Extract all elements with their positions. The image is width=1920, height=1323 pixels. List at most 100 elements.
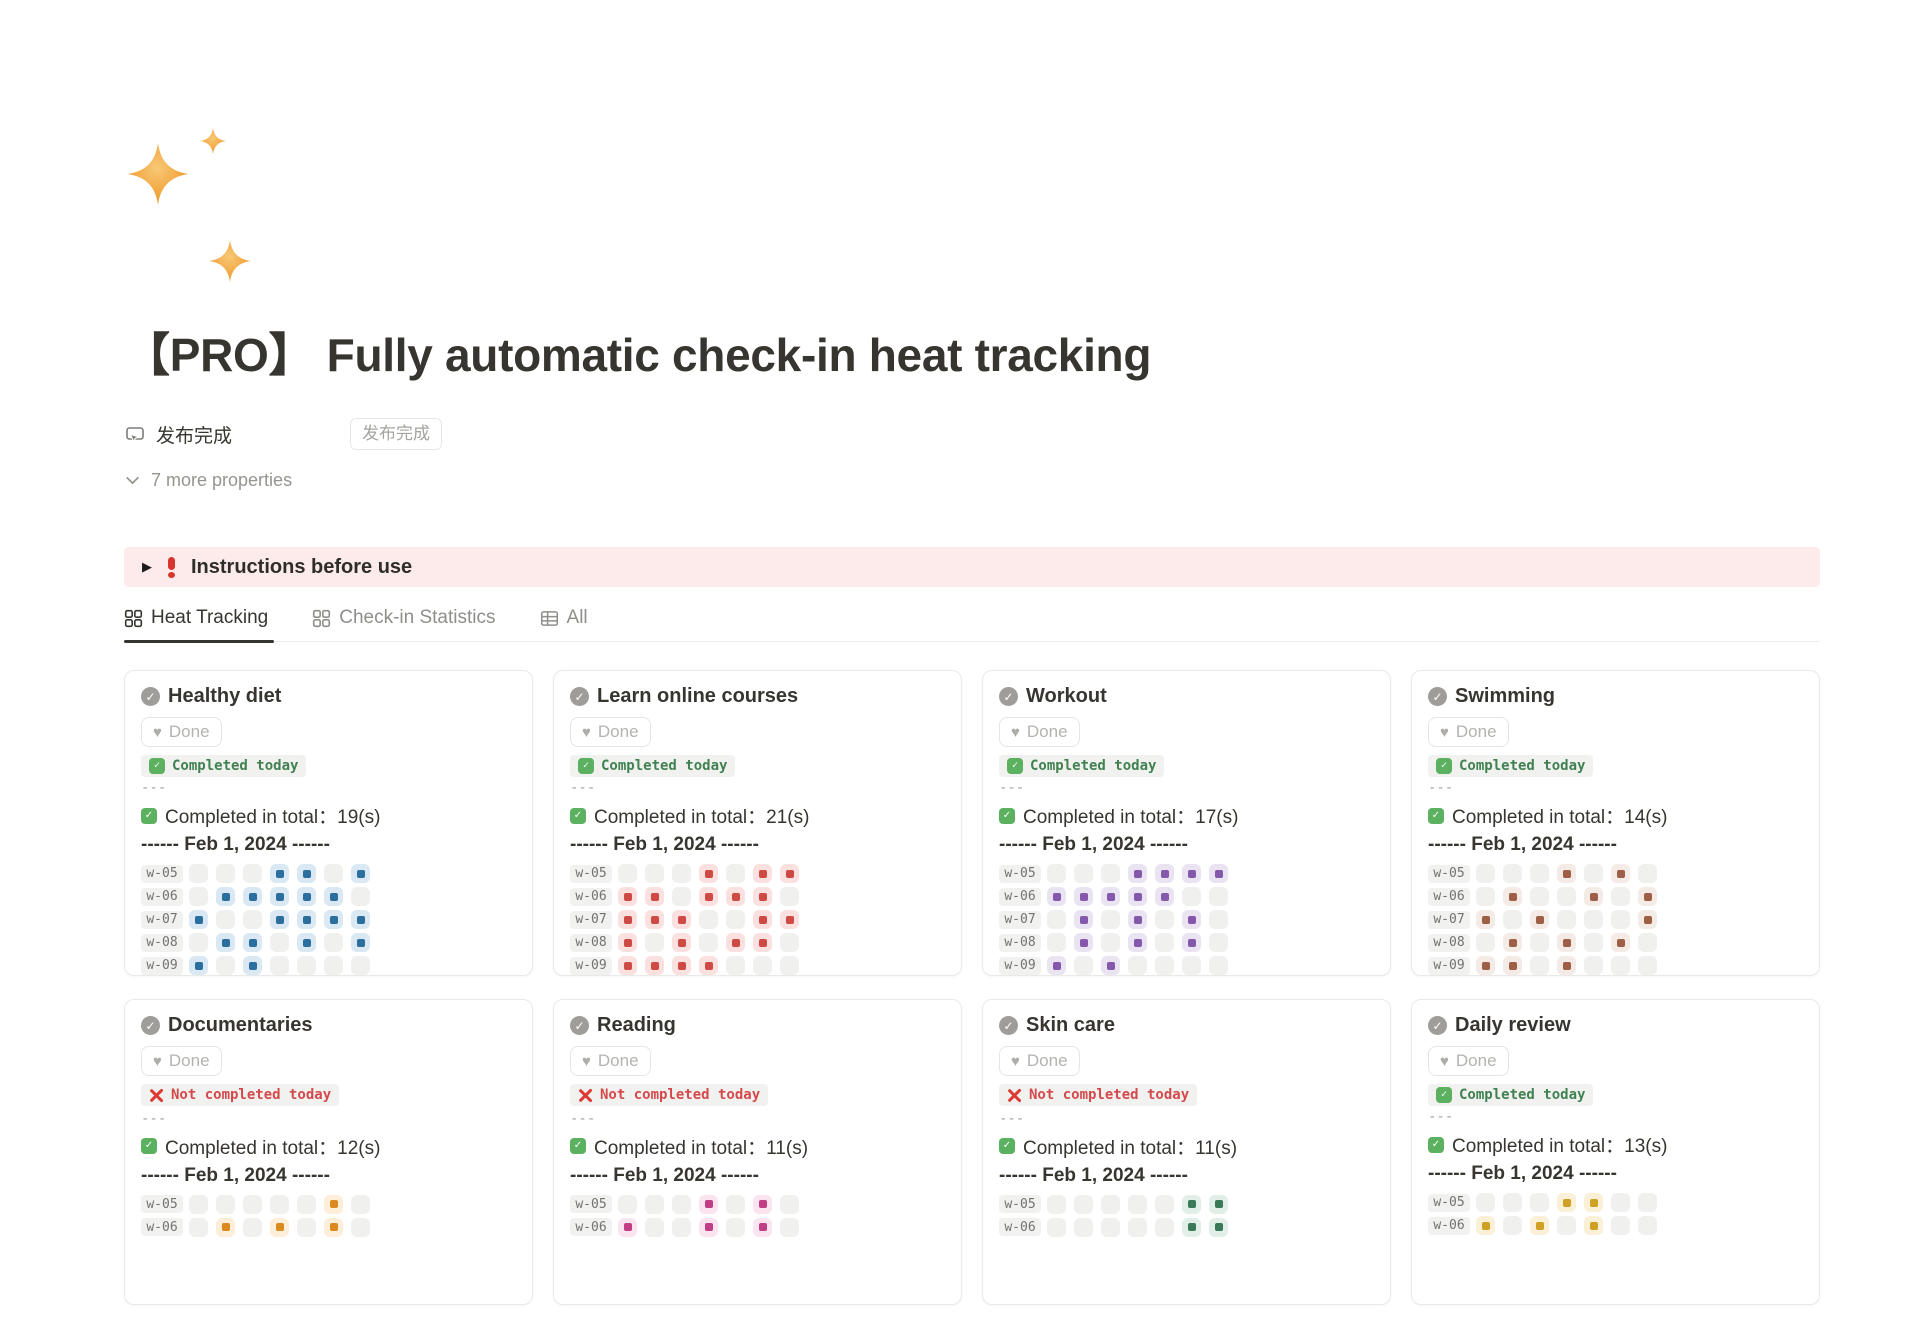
instructions-callout[interactable]: ▶ Instructions before use [124, 547, 1820, 588]
heat-cell [1530, 1193, 1549, 1213]
property-value-button[interactable]: 发布完成 [350, 418, 442, 451]
week-label: w-06 [999, 1218, 1041, 1237]
week-label: w-06 [570, 1218, 612, 1237]
more-properties-label: 7 more properties [151, 469, 293, 490]
green-check-icon: ✓ [149, 758, 165, 775]
heat-cell [1155, 1217, 1174, 1237]
heat-cell [216, 1217, 235, 1237]
check-circle-icon: ✓ [141, 687, 160, 707]
heat-cell [1101, 956, 1120, 976]
heat-cell [1638, 933, 1657, 953]
heat-cell [780, 956, 799, 976]
more-properties-toggle[interactable]: 7 more properties [124, 467, 1820, 493]
heat-cell [1128, 1217, 1147, 1237]
week-label: w-07 [999, 910, 1041, 929]
week-label: w-05 [570, 1195, 612, 1214]
green-check-icon: ✓ [999, 807, 1015, 824]
done-label: Done [1026, 722, 1068, 742]
week-cells [1047, 910, 1236, 930]
week-cells [189, 933, 378, 953]
card-title: Skin care [1026, 1014, 1115, 1037]
habit-card[interactable]: ✓ Reading ♥ Done ✓ Not completed today -… [553, 999, 962, 1306]
heat-cell [726, 910, 745, 930]
heat-cell [780, 887, 799, 907]
heat-grid: w-05 w-06 [999, 1194, 1374, 1237]
heat-cell [726, 1217, 745, 1237]
done-label: Done [168, 722, 210, 742]
heat-cell [324, 956, 343, 976]
heat-cell [1530, 933, 1549, 953]
heat-cell [324, 933, 343, 953]
heatmap-week-row: w-05 [570, 1194, 945, 1214]
heatmap-week-row: w-06 [570, 887, 945, 907]
heat-cell [618, 933, 637, 953]
tab-label: Heat Tracking [151, 607, 269, 629]
property-name-cell[interactable]: 发布完成 [124, 421, 350, 448]
page-icon-sparkles[interactable] [124, 124, 274, 296]
view-tab-heat-tracking[interactable]: Heat Tracking [124, 601, 282, 644]
heat-cell [1209, 910, 1228, 930]
status-badge-text: Completed today [1459, 758, 1586, 775]
heat-cell [1182, 887, 1201, 907]
heat-cell [297, 1194, 316, 1214]
heat-cell [1101, 864, 1120, 884]
page-title[interactable]: 【PRO】 Fully automatic check-in heat trac… [124, 329, 1152, 381]
heat-grid: w-05 w-06 w-07 w-08 w-09 [570, 864, 945, 976]
week-cells [1047, 887, 1236, 907]
week-label: w-07 [570, 910, 612, 929]
heat-cell [324, 910, 343, 930]
heat-cell [270, 1217, 289, 1237]
week-label: w-09 [999, 956, 1041, 975]
done-label: Done [597, 1051, 639, 1071]
view-tab-all[interactable]: All [540, 601, 602, 641]
status-badge: ✓ Completed today [1428, 1084, 1594, 1107]
heatmap-week-row: w-09 [1428, 956, 1803, 976]
property-row[interactable]: 发布完成 发布完成 [124, 418, 1820, 451]
heat-cell [1611, 864, 1630, 884]
red-exclamation-icon [168, 556, 175, 578]
heart-icon: ♥ [582, 723, 591, 741]
habit-cards-grid: ✓ Healthy diet ♥ Done ✓ Completed today … [124, 670, 1820, 1306]
habit-card[interactable]: ✓ Daily review ♥ Done ✓ Completed today … [1411, 999, 1820, 1306]
habit-card[interactable]: ✓ Workout ♥ Done ✓ Completed today --- ✓… [982, 670, 1391, 977]
habit-card[interactable]: ✓ Swimming ♥ Done ✓ Completed today --- … [1411, 670, 1820, 977]
callout-label: Instructions before use [191, 555, 413, 578]
week-cells [189, 1217, 378, 1237]
done-label: Done [597, 722, 639, 742]
week-label: w-05 [1428, 864, 1470, 883]
habit-card[interactable]: ✓ Skin care ♥ Done ✓ Not completed today… [982, 999, 1391, 1306]
week-label: w-06 [570, 887, 612, 906]
done-tag: ♥ Done [999, 1046, 1080, 1077]
habit-card[interactable]: ✓ Documentaries ♥ Done ✓ Not completed t… [124, 999, 533, 1306]
heat-cell [216, 887, 235, 907]
heatmap-week-row: w-06 [1428, 1216, 1803, 1236]
heat-cell [618, 864, 637, 884]
total-text: Completed in total：21(s) [594, 807, 810, 829]
tab-label: All [566, 607, 588, 629]
habit-card[interactable]: ✓ Learn online courses ♥ Done ✓ Complete… [553, 670, 962, 977]
heatmap-week-row: w-07 [570, 910, 945, 930]
heat-cell [726, 887, 745, 907]
heat-cell [1182, 1194, 1201, 1214]
heat-cell [243, 887, 262, 907]
done-tag: ♥ Done [141, 1046, 222, 1077]
view-tab-check-in-statistics[interactable]: Check-in Statistics [312, 601, 509, 641]
heat-cell [1584, 864, 1603, 884]
done-tag: ♥ Done [570, 717, 651, 748]
heat-cell [1503, 887, 1522, 907]
heat-cell [618, 956, 637, 976]
heat-cell [1638, 956, 1657, 976]
green-check-icon: ✓ [1436, 758, 1452, 775]
heat-cell [1209, 1194, 1228, 1214]
date-header: ------ Feb 1, 2024 ------ [141, 834, 330, 856]
week-cells [618, 910, 807, 930]
heatmap-week-row: w-05 [141, 864, 516, 884]
heat-cell [618, 887, 637, 907]
heat-cell [1074, 887, 1093, 907]
heat-grid: w-05 w-06 [1428, 1193, 1803, 1236]
heat-cell [1128, 933, 1147, 953]
habit-card[interactable]: ✓ Healthy diet ♥ Done ✓ Completed today … [124, 670, 533, 977]
heat-cell [243, 910, 262, 930]
toggle-triangle-icon[interactable]: ▶ [142, 559, 152, 575]
date-header: ------ Feb 1, 2024 ------ [999, 834, 1188, 856]
